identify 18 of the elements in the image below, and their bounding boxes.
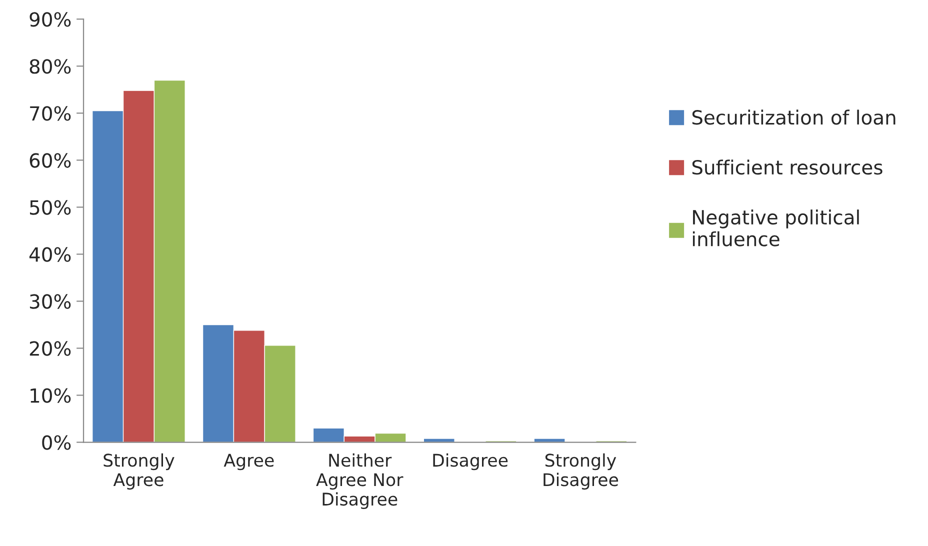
x-tick-label: Neither Agree Nor Disagree [316,453,404,510]
y-tick-label: 40% [29,247,71,262]
y-tick-label: 60% [30,153,71,168]
y-tick-label: 50% [30,200,71,215]
legend-label: Negative political influence [692,210,859,246]
legend-label: Securitization of loan [692,110,896,125]
y-tick-label: 10% [30,388,71,403]
x-tick-label: Agree [224,454,274,470]
y-tick-label: 90% [30,12,71,27]
legend-label: Sufficient resources [692,160,882,175]
x-tick-label: Strongly Disagree [544,453,618,490]
y-tick-label: 0% [42,435,71,450]
y-tick-label: 80% [30,59,71,74]
x-tick-label: Disagree [433,453,508,470]
x-tick-label: Strongly Agree [104,453,174,490]
y-tick-label: 70% [30,106,71,121]
y-tick-label: 20% [30,341,71,356]
y-tick-label: 30% [30,294,71,309]
